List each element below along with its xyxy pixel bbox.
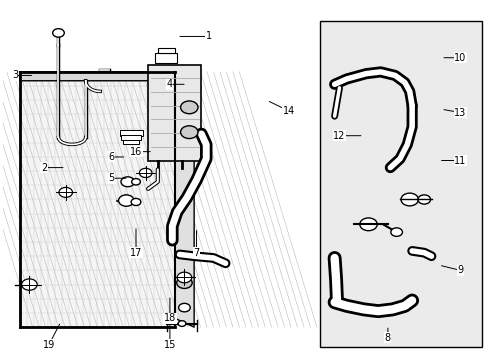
Bar xyxy=(148,65,201,161)
Text: 9: 9 xyxy=(458,265,464,275)
Text: 14: 14 xyxy=(282,106,294,116)
Circle shape xyxy=(132,179,140,185)
Text: 1: 1 xyxy=(206,31,212,41)
Circle shape xyxy=(177,277,192,288)
Circle shape xyxy=(181,126,198,139)
Text: 7: 7 xyxy=(194,248,200,258)
Circle shape xyxy=(181,101,198,114)
Text: 10: 10 xyxy=(454,53,466,63)
Text: 15: 15 xyxy=(164,340,176,350)
Circle shape xyxy=(22,279,37,290)
Text: 13: 13 xyxy=(454,108,466,118)
Circle shape xyxy=(53,29,64,37)
Circle shape xyxy=(179,303,190,312)
Circle shape xyxy=(177,272,192,283)
Text: 3: 3 xyxy=(12,71,18,80)
Circle shape xyxy=(139,168,152,177)
Text: 18: 18 xyxy=(164,313,176,323)
Circle shape xyxy=(401,193,418,206)
Circle shape xyxy=(360,218,377,231)
Circle shape xyxy=(391,228,402,237)
Circle shape xyxy=(59,188,73,197)
Polygon shape xyxy=(20,72,175,327)
Bar xyxy=(158,48,175,53)
Text: 4: 4 xyxy=(167,79,173,89)
Text: 2: 2 xyxy=(41,163,47,172)
Bar xyxy=(155,53,177,63)
Text: 8: 8 xyxy=(385,333,391,343)
Text: 6: 6 xyxy=(109,152,115,162)
Bar xyxy=(320,21,482,347)
Text: 16: 16 xyxy=(130,147,142,157)
Polygon shape xyxy=(175,72,194,327)
Circle shape xyxy=(121,177,135,187)
Circle shape xyxy=(418,195,431,204)
Text: 5: 5 xyxy=(109,173,115,183)
Bar xyxy=(120,130,143,136)
Bar xyxy=(122,135,141,140)
Circle shape xyxy=(131,198,141,206)
Circle shape xyxy=(119,195,134,206)
Polygon shape xyxy=(20,72,194,81)
Circle shape xyxy=(178,321,186,327)
Text: 12: 12 xyxy=(333,131,345,141)
Text: 11: 11 xyxy=(454,156,466,166)
Bar xyxy=(123,140,139,144)
Text: 17: 17 xyxy=(130,248,142,258)
Text: 19: 19 xyxy=(43,340,55,350)
